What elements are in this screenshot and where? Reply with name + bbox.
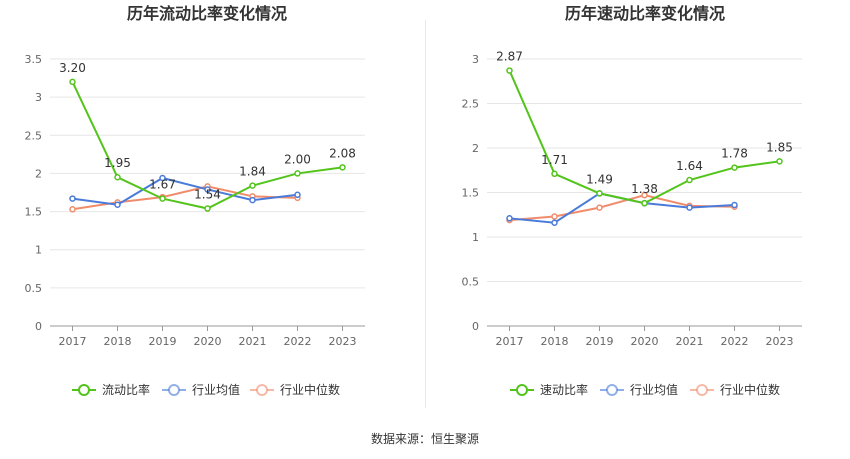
data-point: [69, 195, 76, 202]
data-point: [159, 195, 166, 202]
y-tick-label: 1: [472, 231, 479, 244]
y-tick-label: 0.5: [25, 282, 43, 295]
legend-marker: [168, 384, 180, 396]
legend-label: 行业中位数: [280, 382, 340, 397]
legend-marker: [256, 384, 268, 396]
legend-label: 行业均值: [192, 382, 240, 397]
data-label: 1.84: [239, 165, 266, 179]
x-tick-label: 2022: [721, 335, 749, 348]
y-tick-label: 0: [472, 320, 479, 333]
data-source: 数据来源：恒生聚源: [370, 432, 479, 446]
data-point: [249, 182, 256, 189]
y-tick-label: 3.5: [25, 53, 43, 66]
data-point: [551, 213, 558, 220]
quick-ratio-chart: 历年速动比率变化情况 0 0.5 1 1.5 2 2.5 3 2017 2018 2019 2020 2…: [462, 4, 802, 397]
data-point: [294, 170, 301, 177]
data-point: [641, 199, 648, 207]
y-tick-label: 1: [35, 244, 42, 257]
x-tick-label: 2020: [631, 335, 659, 348]
data-label: 2.87: [496, 50, 523, 64]
x-tick-label: 2022: [284, 335, 312, 348]
data-point: [506, 67, 513, 74]
data-label: 1.85: [766, 140, 793, 154]
data-label: 1.38: [631, 182, 658, 196]
data-label: 1.67: [149, 178, 176, 192]
series-line: [72, 176, 298, 206]
x-tick-label: 2019: [586, 335, 614, 348]
legend-label: 行业均值: [630, 382, 678, 397]
x-tick-label: 2023: [766, 335, 794, 348]
y-tick-label: 2.5: [25, 129, 43, 142]
data-point: [776, 158, 783, 165]
data-point: [69, 78, 76, 86]
legend-label: 速动比率: [540, 382, 588, 397]
data-label: 1.71: [541, 153, 568, 167]
legend-marker: [696, 384, 708, 396]
x-tick-label: 2023: [329, 335, 357, 348]
data-label: 1.54: [194, 188, 221, 202]
data-point: [686, 176, 693, 184]
y-tick-label: 0.5: [462, 276, 480, 289]
y-tick-label: 3: [472, 53, 479, 66]
x-tick-label: 2018: [541, 335, 569, 348]
data-point: [686, 204, 693, 211]
data-point: [339, 164, 346, 171]
data-point: [551, 170, 558, 178]
x-tick-label: 2020: [194, 335, 222, 348]
data-label: 2.08: [329, 146, 356, 160]
current-ratio-chart: 历年流动比率变化情况 0 0.5 1 1.5 2 2.5 3 3.5 2017 2018 2019 20…: [25, 4, 365, 397]
x-tick-label: 2017: [59, 335, 87, 348]
data-point: [159, 174, 166, 182]
data-label: 1.95: [104, 156, 131, 170]
y-tick-label: 1.5: [25, 206, 43, 219]
data-point: [641, 191, 648, 199]
x-tick-label: 2021: [239, 335, 267, 348]
data-point: [551, 219, 558, 227]
y-tick-label: 2: [472, 142, 479, 155]
legend-marker: [606, 384, 618, 396]
data-label: 1.78: [721, 147, 748, 161]
data-label: 1.64: [676, 159, 703, 173]
data-point: [731, 201, 738, 209]
data-point: [114, 173, 121, 181]
series-line: [509, 194, 735, 222]
data-point: [294, 191, 301, 199]
chart-title: 历年流动比率变化情况: [127, 4, 287, 23]
x-tick-label: 2018: [104, 335, 132, 348]
legend-label: 流动比率: [102, 382, 150, 397]
data-label: 2.00: [284, 152, 311, 166]
data-point: [69, 206, 76, 213]
legend-marker: [516, 384, 528, 396]
chart-title: 历年速动比率变化情况: [565, 4, 725, 23]
y-tick-label: 2: [35, 167, 42, 180]
y-tick-label: 2.5: [462, 98, 480, 111]
y-tick-label: 0: [35, 320, 42, 333]
data-point: [596, 190, 603, 197]
y-tick-label: 1.5: [462, 187, 480, 200]
x-tick-label: 2017: [496, 335, 524, 348]
data-point: [114, 201, 121, 208]
x-tick-label: 2019: [149, 335, 177, 348]
legend-marker: [78, 384, 90, 396]
y-tick-label: 3: [35, 91, 42, 104]
legend-label: 行业中位数: [720, 382, 780, 397]
data-point: [204, 186, 211, 193]
data-point: [596, 204, 603, 211]
data-point: [731, 164, 738, 171]
data-label: 1.49: [586, 172, 613, 186]
data-point: [249, 196, 256, 204]
x-tick-label: 2021: [676, 335, 704, 348]
chart-divider: [425, 20, 426, 408]
data-label: 3.20: [59, 61, 86, 75]
data-point: [506, 215, 513, 222]
data-point: [204, 205, 211, 212]
